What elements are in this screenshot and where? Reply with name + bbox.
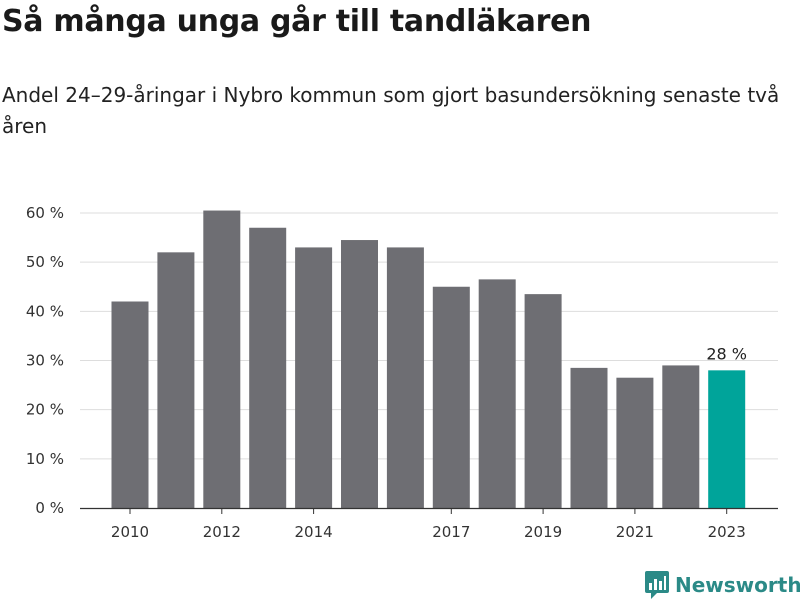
bar-2013 (249, 227, 287, 508)
bar-2020 (570, 367, 608, 508)
brand-logo: Newsworthy (645, 570, 800, 600)
y-tick-label: 60 % (26, 204, 64, 222)
bar-2023 (708, 370, 746, 508)
newsworthy-logo-icon (645, 571, 669, 599)
bars (111, 210, 746, 508)
y-tick-label: 50 % (26, 253, 64, 271)
x-tick-label: 2010 (111, 523, 149, 541)
y-axis-ticks: 0 % 10 % 20 % 30 % 40 % 50 % 60 % (26, 204, 64, 517)
bar-2011 (157, 252, 195, 508)
bar-chart: 0 % 10 % 20 % 30 % 40 % 50 % 60 % 2010 2012 2014… (26, 204, 778, 541)
y-tick-label: 40 % (26, 302, 64, 320)
x-tick-label: 2014 (295, 523, 333, 541)
y-tick-label: 0 % (35, 499, 64, 517)
x-axis-ticks: 2010 2012 2014 2017 2019 2021 2023 (80, 507, 778, 541)
brand-name: Newsworthy (675, 573, 800, 597)
y-tick-label: 10 % (26, 450, 64, 468)
x-tick-label: 2012 (203, 523, 241, 541)
y-tick-label: 20 % (26, 401, 64, 419)
bar-2014 (295, 247, 333, 508)
bar-2018 (478, 279, 516, 508)
bar-2012 (203, 210, 241, 508)
bar-2015 (341, 240, 378, 508)
x-tick-label: 2017 (432, 523, 470, 541)
bar-2017 (432, 286, 470, 508)
chart-subtitle: Andel 24–29-åringar i Nybro kommun som g… (2, 83, 780, 138)
gridlines (80, 212, 778, 460)
bar-2022 (662, 365, 700, 508)
bar-2010 (111, 301, 149, 508)
x-tick-label: 2019 (524, 523, 562, 541)
data-label-2023: 28 % (706, 344, 747, 363)
x-tick-label: 2023 (708, 523, 746, 541)
bar-2019 (524, 294, 562, 508)
bar-2016 (386, 247, 424, 508)
x-tick-label: 2021 (616, 523, 654, 541)
y-tick-label: 30 % (26, 352, 64, 370)
bar-2021 (616, 377, 654, 508)
data-labels: 28 % (706, 344, 747, 363)
chart-title: Så många unga går till tandläkaren (2, 4, 592, 39)
